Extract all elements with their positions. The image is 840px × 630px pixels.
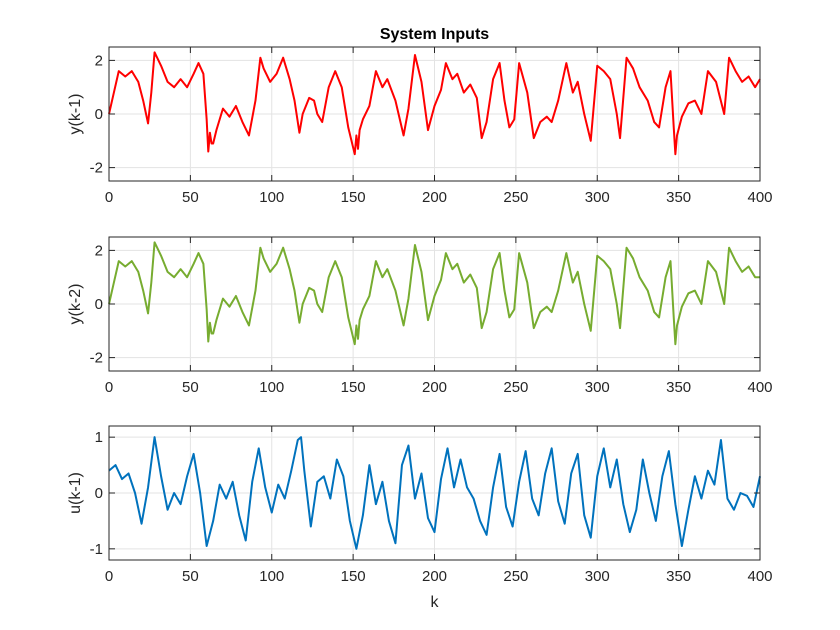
- x-tick-label: 250: [503, 568, 528, 585]
- y-tick-label: -2: [90, 350, 103, 367]
- x-tick-label: 350: [666, 379, 691, 396]
- x-tick-label: 250: [503, 379, 528, 396]
- x-tick-label: 50: [182, 379, 199, 396]
- x-tick-label: 200: [422, 568, 447, 585]
- x-tick-label: 350: [666, 189, 691, 206]
- x-tick-label: 300: [585, 379, 610, 396]
- y-tick-label: -2: [90, 160, 103, 177]
- y-tick-label: 2: [95, 242, 103, 259]
- x-tick-label: 400: [747, 568, 772, 585]
- x-tick-label: 50: [182, 189, 199, 206]
- x-tick-label: 150: [341, 379, 366, 396]
- x-axis-label: k: [431, 594, 440, 611]
- y-tick-label: 1: [95, 429, 103, 446]
- x-tick-label: 250: [503, 189, 528, 206]
- x-tick-label: 0: [105, 379, 113, 396]
- series-line: [108, 436, 761, 550]
- series-line: [108, 51, 761, 156]
- y-axis-label: y(k-2): [67, 284, 84, 325]
- x-tick-label: 350: [666, 568, 691, 585]
- series-line: [108, 241, 760, 346]
- x-tick-label: 0: [105, 568, 113, 585]
- y-tick-label: 0: [95, 106, 103, 123]
- x-tick-label: 150: [341, 189, 366, 206]
- x-tick-label: 300: [585, 568, 610, 585]
- y-tick-label: 0: [95, 296, 103, 313]
- x-tick-label: 100: [259, 379, 284, 396]
- x-tick-label: 0: [105, 189, 113, 206]
- panel-y-k-1: 0 50 100 150 200 250 300 350 400-202y(k-1)System…: [67, 26, 773, 206]
- y-axis-label: y(k-1): [67, 94, 84, 135]
- x-tick-label: 50: [182, 568, 199, 585]
- y-tick-label: -1: [90, 541, 103, 558]
- x-tick-label: 200: [422, 189, 447, 206]
- x-tick-label: 300: [585, 189, 610, 206]
- y-axis-label: u(k-1): [67, 472, 84, 514]
- x-tick-label: 100: [259, 189, 284, 206]
- x-tick-label: 100: [259, 568, 284, 585]
- x-tick-label: 200: [422, 379, 447, 396]
- y-tick-label: 0: [95, 485, 103, 502]
- x-tick-label: 150: [341, 568, 366, 585]
- y-tick-label: 2: [95, 52, 103, 69]
- x-tick-label: 400: [747, 189, 772, 206]
- chart-title: System Inputs: [380, 26, 489, 43]
- x-tick-label: 400: [747, 379, 772, 396]
